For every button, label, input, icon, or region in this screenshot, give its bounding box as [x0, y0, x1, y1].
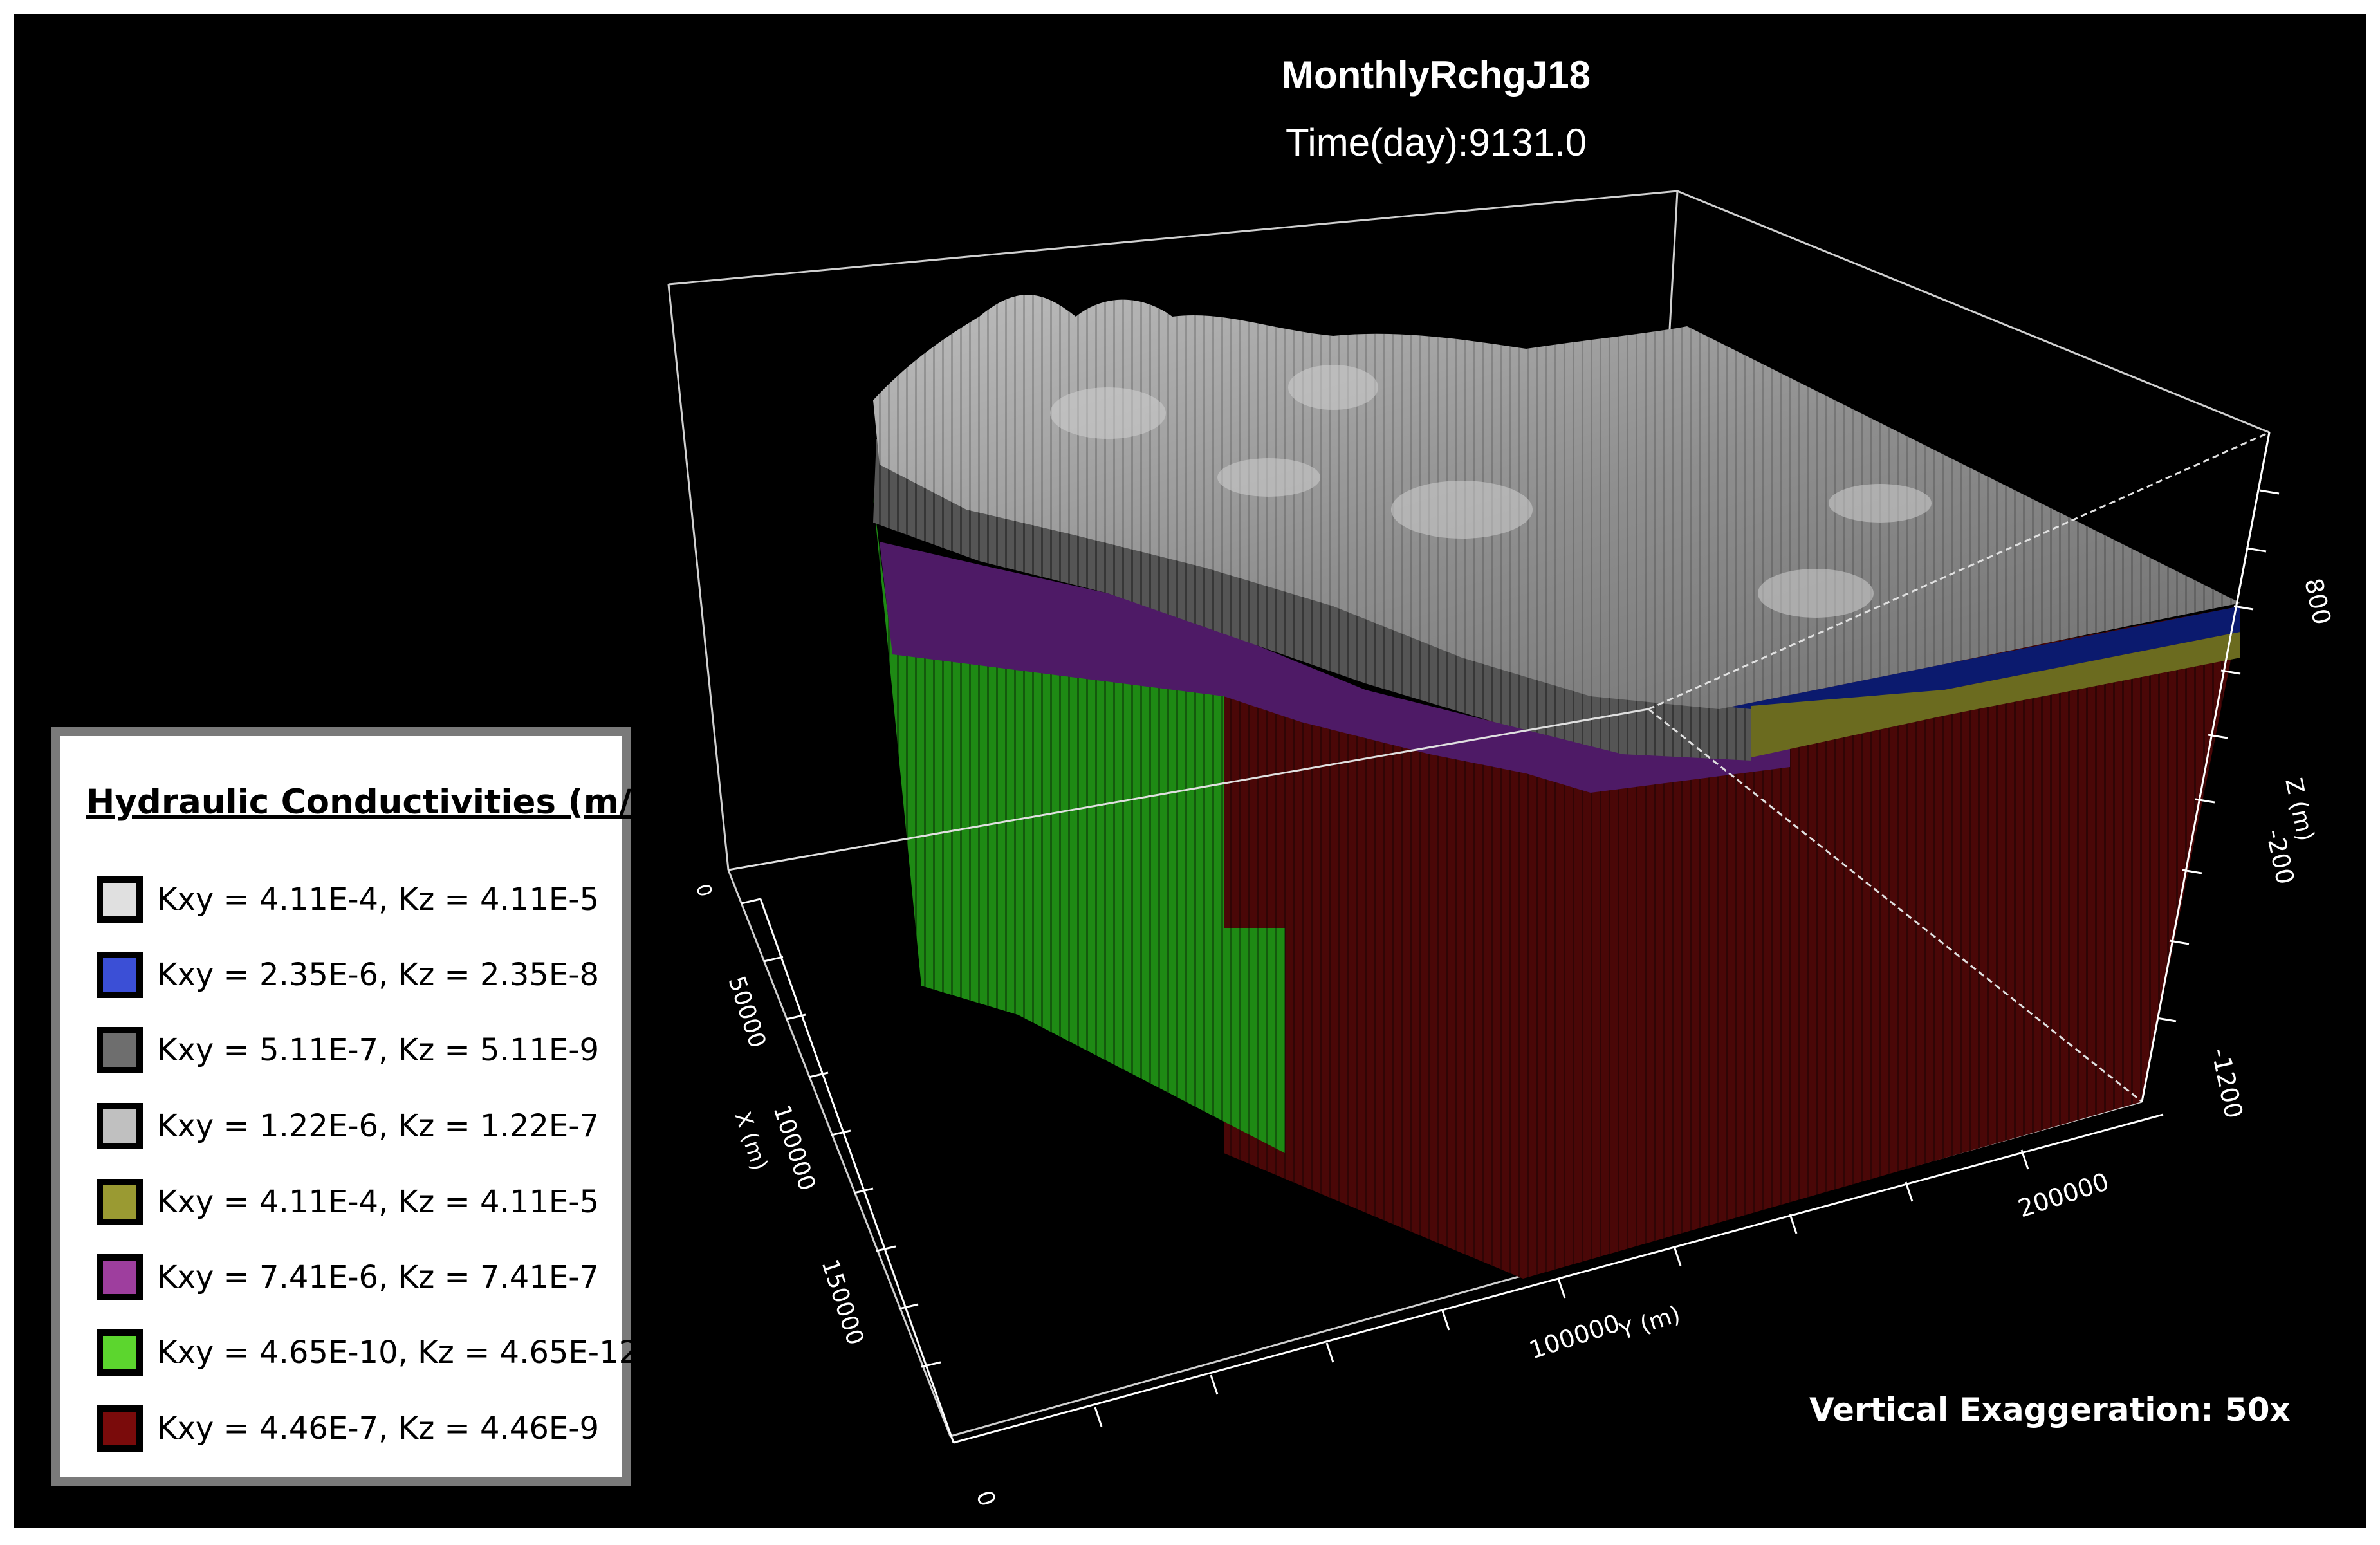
y-tick-label-1: 200000: [2015, 1167, 2112, 1223]
legend-swatch-5: [97, 1179, 143, 1225]
z-axis: [2141, 432, 2280, 1102]
legend-label-1: Kxy = 4.11E-4, Kz = 4.11E-5: [157, 882, 600, 918]
purple-layer: [880, 542, 1790, 793]
legend-item-7: Kxy = 4.65E-10, Kz = 4.65E-12: [97, 1329, 638, 1376]
legend-swatch-1: [97, 876, 143, 923]
legend-swatch-7: [97, 1329, 143, 1376]
time-label: Time(day):9131.0: [1286, 121, 1587, 164]
legend-swatch-8: [97, 1405, 143, 1452]
viewport[interactable]: 0 0 50000 100000 150000 X (m) 100000 Y (…: [14, 14, 2366, 1528]
legend-item-4: Kxy = 1.22E-6, Kz = 1.22E-7: [97, 1103, 599, 1149]
blue-layer: [966, 516, 2240, 728]
legend-title: Hydraulic Conductivities (m/s): [86, 782, 668, 822]
origin-label: 0: [691, 882, 716, 900]
legend-item-1: Kxy = 4.11E-4, Kz = 4.11E-5: [97, 876, 599, 923]
legend-item-8: Kxy = 4.46E-7, Kz = 4.46E-9: [97, 1405, 599, 1452]
legend-item-6: Kxy = 7.41E-6, Kz = 7.41E-7: [97, 1254, 599, 1300]
legend-label-7: Kxy = 4.65E-10, Kz = 4.65E-12: [157, 1335, 639, 1371]
legend-label-2: Kxy = 2.35E-6, Kz = 2.35E-8: [157, 957, 600, 993]
legend-label-5: Kxy = 4.11E-4, Kz = 4.11E-5: [157, 1184, 600, 1220]
y-tick-label-0: 100000: [1526, 1309, 1623, 1365]
z-tick-label-2: -1200: [2206, 1046, 2248, 1121]
legend-swatch-3: [97, 1027, 143, 1073]
legend-item-5: Kxy = 4.11E-4, Kz = 4.11E-5: [97, 1179, 599, 1225]
legend-panel: Hydraulic Conductivities (m/s) Kxy = 4.1…: [51, 727, 667, 1486]
legend-swatch-4: [97, 1103, 143, 1149]
z-tick-label-0: 800: [2299, 576, 2336, 627]
x-axis: [741, 898, 955, 1443]
model-3d-view[interactable]: 0 0 50000 100000 150000 X (m) 100000 Y (…: [14, 14, 2366, 1528]
legend-swatch-6: [97, 1254, 143, 1300]
legend-swatch-2: [97, 952, 143, 998]
x-tick-label-2: 100000: [768, 1102, 820, 1194]
x-tick-label-0: 0: [971, 1487, 1001, 1510]
olive-layer: [1751, 632, 2240, 757]
legend-item-2: Kxy = 2.35E-6, Kz = 2.35E-8: [97, 952, 599, 998]
legend-item-3: Kxy = 5.11E-7, Kz = 5.11E-9: [97, 1027, 599, 1073]
model-title: MonthlyRchgJ18: [1281, 53, 1591, 97]
legend-label-3: Kxy = 5.11E-7, Kz = 5.11E-9: [157, 1032, 600, 1068]
x-axis-label: X (m): [729, 1108, 772, 1174]
y-axis: [953, 1113, 2164, 1444]
legend-label-6: Kxy = 7.41E-6, Kz = 7.41E-7: [157, 1259, 600, 1295]
x-tick-label-3: 150000: [816, 1256, 868, 1348]
x-tick-label-1: 50000: [723, 973, 770, 1051]
y-axis-label: Y (m): [1616, 1301, 1683, 1346]
vertical-exaggeration-label: Vertical Exaggeration: 50x: [1809, 1391, 2291, 1429]
legend-label-4: Kxy = 1.22E-6, Kz = 1.22E-7: [157, 1108, 600, 1144]
legend-label-8: Kxy = 4.46E-7, Kz = 4.46E-9: [157, 1411, 600, 1447]
